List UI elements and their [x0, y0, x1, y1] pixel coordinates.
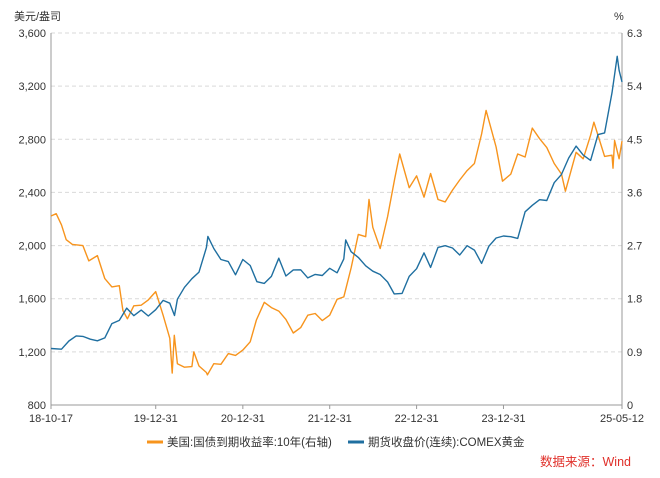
left-tick-label: 3,600: [18, 28, 46, 40]
right-tick-label: 0.9: [627, 347, 642, 359]
x-tick-label: 19-12-31: [134, 413, 178, 425]
right-axis-ticks: 6.3 5.4 4.5 3.6 2.7 1.8 0.9 0: [627, 28, 642, 412]
x-tick-label: 23-12-31: [481, 413, 525, 425]
left-axis-unit: 美元/盎司: [14, 9, 61, 23]
left-tick-label: 1,600: [18, 294, 46, 306]
right-tick-label: 4.5: [627, 134, 642, 146]
series-line-gold: [50, 55, 623, 350]
left-tick-label: 2,000: [18, 241, 46, 253]
x-tick-label: 22-12-31: [395, 413, 439, 425]
left-tick-label: 2,800: [18, 134, 46, 146]
left-tick-label: 3,200: [18, 81, 46, 93]
right-tick-label: 1.8: [627, 294, 642, 306]
left-tick-label: 1,200: [18, 347, 46, 359]
series-line-yield: [50, 109, 623, 376]
right-tick-label: 3.6: [627, 187, 642, 199]
series-lines: [50, 55, 623, 376]
x-tick-label: 20-12-31: [221, 413, 265, 425]
x-axis-ticks: 18-10-17 19-12-31 20-12-31 21-12-31 22-12-31…: [29, 405, 644, 425]
left-axis-ticks: 3,600 3,200 2,800 2,400 2,000 1,600 1,200 800: [18, 28, 46, 412]
left-tick-label: 2,400: [18, 187, 46, 199]
right-tick-label: 2.7: [627, 241, 642, 253]
x-tick-label: 21-12-31: [308, 413, 352, 425]
right-tick-label: 0: [627, 400, 633, 412]
source-note: 数据来源：Wind: [540, 454, 631, 469]
left-tick-label: 800: [28, 400, 46, 412]
grid-lines: [51, 32, 622, 353]
right-axis-unit: %: [614, 11, 624, 23]
right-tick-label: 5.4: [627, 81, 642, 93]
x-tick-label: 25-05-12: [600, 413, 644, 425]
legend-label-gold: 期货收盘价(连续):COMEX黄金: [368, 435, 525, 449]
right-tick-label: 6.3: [627, 28, 642, 40]
x-tick-label: 18-10-17: [29, 413, 73, 425]
legend: 美国:国债到期收益率:10年(右轴) 期货收盘价(连续):COMEX黄金: [147, 435, 525, 449]
legend-label-yield: 美国:国债到期收益率:10年(右轴): [167, 435, 332, 449]
